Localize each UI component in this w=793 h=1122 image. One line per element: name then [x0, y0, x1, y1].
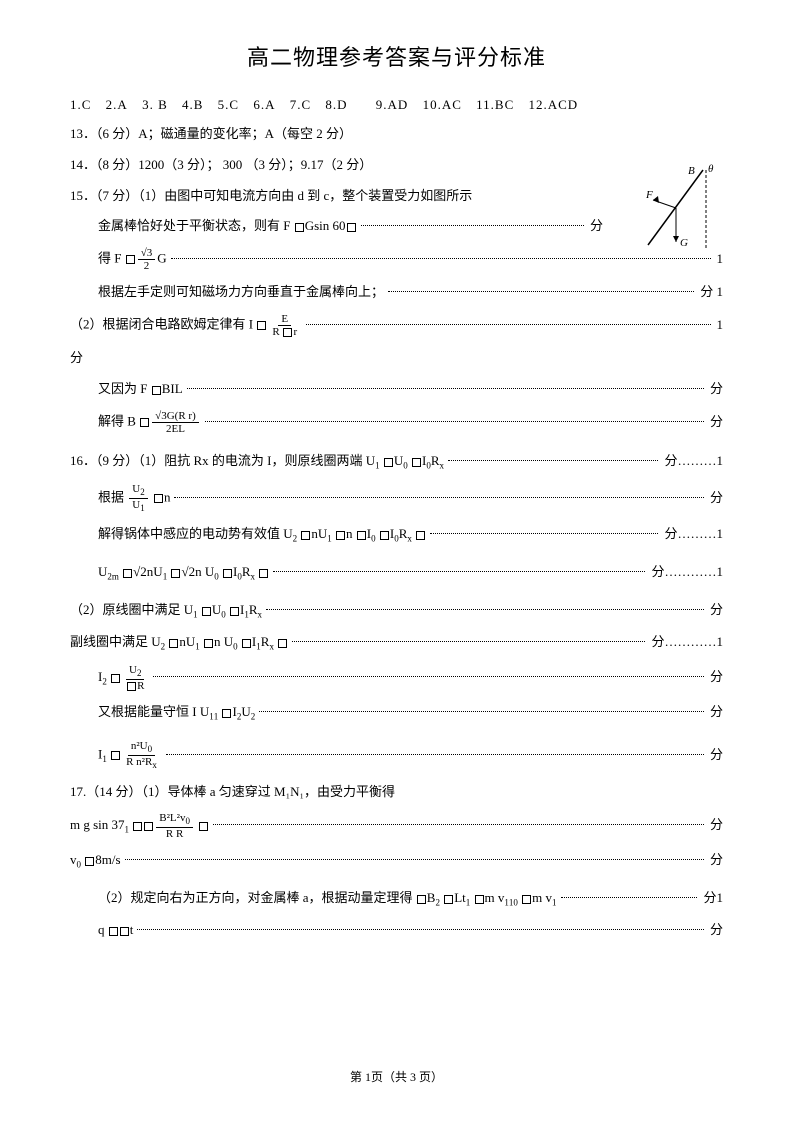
q16-secondary: 副线圈中满足 U2 nU1 n U0 I1Rx 分…………1 [70, 632, 723, 654]
label-theta: θ [708, 163, 714, 175]
q15-ohm: （2）根据闭合电路欧姆定律有 I ER r 1 [70, 313, 723, 338]
ans-3: 3. B [142, 97, 168, 112]
q17-balance: m g sin 371 B²L²v0R R 分 [70, 812, 723, 840]
q15-intro: 15．（7 分）（1）由图中可知电流方向由 d 到 c，整个装置受力如图所示 [70, 186, 723, 207]
q17-intro: 17.（14 分）（1）导体棒 a 匀速穿过 M₁N₁，由受力平衡得 [70, 782, 723, 803]
q16-emf: 解得锅体中感应的电动势有效值 U2 nU1 n I0 I0Rx 分………1 [70, 524, 723, 546]
q15-F-result: 得 F √32G 1 [70, 247, 723, 272]
q16-I2: I2 U2R 分 [70, 664, 723, 692]
ans-9: 9.AD [376, 97, 409, 112]
q16-ratio: 根据 U2U1 n 分 [70, 483, 723, 514]
q16-intro: 16．（9 分）（1）阻抗 Rx 的电流为 I，则原线圈两端 U1 U0 I0R… [70, 451, 723, 473]
q14: 14．（8 分）1200（3 分）； 300 （3 分）；9.17（2 分） [70, 155, 723, 176]
page-title: 高二物理参考答案与评分标准 [70, 40, 723, 75]
fen-marker: 分 [70, 348, 723, 369]
force-diagram: B F G θ [628, 160, 718, 260]
q13: 13．（6 分）A；磁通量的变化率；A（每空 2 分） [70, 124, 723, 145]
q16-primary: （2）原线圈中满足 U1 U0 I1Rx 分 [70, 600, 723, 622]
ans-7: 7.C [290, 97, 311, 112]
ans-1: 1.C [70, 97, 91, 112]
q15-FBIL: 又因为 F BIL 分 [70, 379, 723, 400]
label-F: F [645, 189, 653, 201]
ans-2: 2.A [106, 97, 128, 112]
q17-q: q t 分 [70, 920, 723, 941]
q16-I1-result: I1 n²U0R n²Rx 分 [70, 740, 723, 771]
q15-left-hand: 根据左手定则可知磁场力方向垂直于金属棒向上； 分 1 [70, 282, 723, 303]
ans-8: 8.D [325, 97, 347, 112]
ans-6: 6.A [253, 97, 275, 112]
q16-U2m: U2m √2nU1 √2n U0 I0Rx 分…………1 [70, 562, 723, 584]
label-B: B [688, 165, 695, 177]
q15-B-result: 解得 B √3G(R r)2EL 分 [70, 410, 723, 435]
ans-5: 5.C [218, 97, 239, 112]
ans-10: 10.AC [423, 97, 462, 112]
q17-momentum: （2）规定向右为正方向，对金属棒 a，根据动量定理得 B2 Lt1 m v110… [70, 888, 723, 910]
ans-12: 12.ACD [528, 97, 578, 112]
ans-11: 11.BC [476, 97, 514, 112]
q16-energy: 又根据能量守恒 I U11 I2U2 分 [70, 702, 723, 724]
ans-4: 4.B [182, 97, 203, 112]
q17-v0: v0 8m/s 分 [70, 850, 723, 872]
multiple-choice-answers: 1.C 2.A 3. B 4.B 5.C 6.A 7.C 8.D 9.AD 10… [70, 95, 723, 116]
page-footer: 第 1页（共 3 页） [0, 1068, 793, 1087]
q15-balance: 金属棒恰好处于平衡状态，则有 F Gsin 60 分 [70, 216, 723, 237]
